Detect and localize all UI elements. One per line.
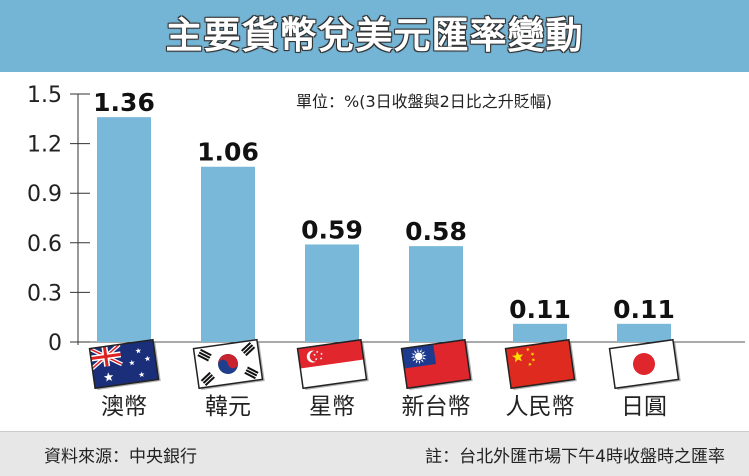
australia-flag-icon — [88, 338, 161, 390]
y-tick-label: 1.2 — [27, 133, 62, 158]
value-label: 1.36 — [93, 88, 155, 117]
value-label: 0.59 — [301, 215, 363, 244]
bar — [617, 323, 671, 342]
category-label: 日圓 — [621, 394, 667, 420]
category-label: 人民幣 — [506, 394, 575, 420]
china-flag-icon — [504, 338, 577, 390]
japan-flag-icon — [608, 338, 681, 390]
bar — [409, 246, 463, 342]
footer: 資料來源：中央銀行 註：台北外匯市場下午4時收盤時之匯率 — [0, 431, 749, 476]
bar — [201, 166, 255, 342]
category-label: 新台幣 — [402, 394, 471, 420]
category-label: 澳幣 — [101, 394, 147, 420]
y-tick-label: 0.6 — [27, 232, 62, 257]
category-label: 韓元 — [205, 394, 251, 420]
chart-header: 主要貨幣兌美元匯率變動 — [0, 0, 749, 72]
y-tick-label: 0.9 — [27, 182, 62, 207]
value-label: 0.58 — [405, 217, 467, 246]
bar-chart: 0 0.3 0.6 0.9 1.2 1.5 1.36 1.06 0.59 0.58 0.11 0.1… — [27, 83, 745, 420]
y-tick-label: 0 — [48, 331, 62, 356]
bar — [97, 117, 151, 342]
value-label: 1.06 — [197, 138, 259, 167]
y-tick-label: 0.3 — [27, 281, 62, 306]
value-label: 0.11 — [613, 295, 675, 324]
bar — [305, 244, 359, 342]
value-label: 0.11 — [509, 295, 571, 324]
south-korea-flag-icon — [192, 338, 265, 390]
source-text: 資料來源：中央銀行 — [44, 447, 197, 467]
category-label: 星幣 — [309, 394, 355, 420]
bar — [513, 323, 567, 342]
singapore-flag-icon — [296, 338, 369, 390]
y-tick-label: 1.5 — [27, 83, 62, 108]
plot-area: 0 0.3 0.6 0.9 1.2 1.5 1.36 1.06 0.59 0.58 0.11 0.1… — [0, 72, 749, 431]
chart-title: 主要貨幣兌美元匯率變動 — [165, 14, 584, 57]
footnote-text: 註：台北外匯市場下午4時收盤時之匯率 — [425, 447, 725, 467]
taiwan-flag-icon — [400, 338, 473, 390]
unit-note: 單位：%(3日收盤與2日比之升貶幅) — [296, 92, 552, 111]
